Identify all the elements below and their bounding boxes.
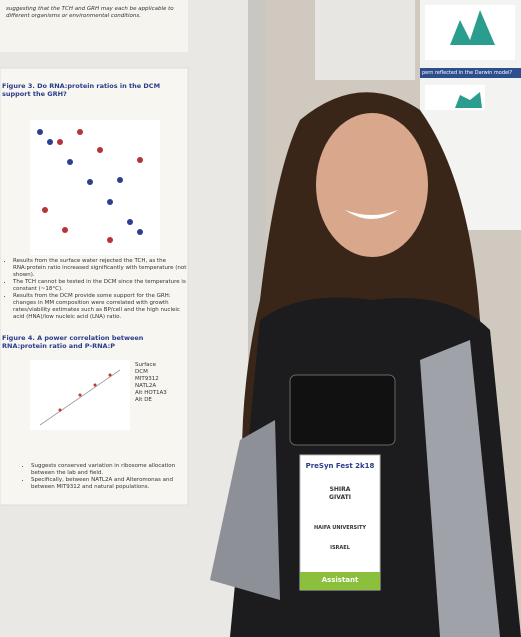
bullet: Specifically, between NATL2A and Alterom… <box>31 477 191 491</box>
figure-title: Figure 3. Do RNA:protein ratios in the D… <box>2 82 161 98</box>
legend-item: Alt DE <box>135 397 152 403</box>
legend-item: Surface <box>135 362 156 368</box>
badge-name: GIVATI <box>329 494 351 501</box>
poster-heading: pern reflected in the Darwin model? <box>422 70 513 76</box>
legend-item: NATL2A <box>135 383 157 389</box>
bullet: Results from the DCM provide some suppor… <box>13 293 193 321</box>
badge-affiliation: HAIFA UNIVERSITY <box>313 525 367 531</box>
bullet-list: Suggests conserved variation in ribosome… <box>22 463 191 491</box>
legend: Surface DCM MIT9312 NATL2A Alt HOT1A3 Alt DE <box>135 362 185 404</box>
legend-item: DCM <box>135 369 148 375</box>
poster-text: suggesting that the TCH and GRH may each… <box>6 6 174 19</box>
badge-role: Assistant <box>321 576 359 584</box>
figure-title: Figure 4. A power correlation between RN… <box>2 334 144 350</box>
badge-name: SHIRA <box>329 486 351 493</box>
badge-event: PreSyn Fest 2k18 <box>305 462 375 470</box>
legend-item: MIT9312 <box>135 376 159 382</box>
bullet-list: Results from the surface water rejected … <box>4 258 193 321</box>
badge-country: ISRAEL <box>330 545 350 551</box>
bullet: Suggests conserved variation in ribosome… <box>31 463 191 477</box>
bullet: Results from the surface water rejected … <box>13 258 193 279</box>
bullet: The TCH cannot be tested in the DCM sinc… <box>13 279 193 293</box>
legend-item: Alt HOT1A3 <box>135 390 167 396</box>
